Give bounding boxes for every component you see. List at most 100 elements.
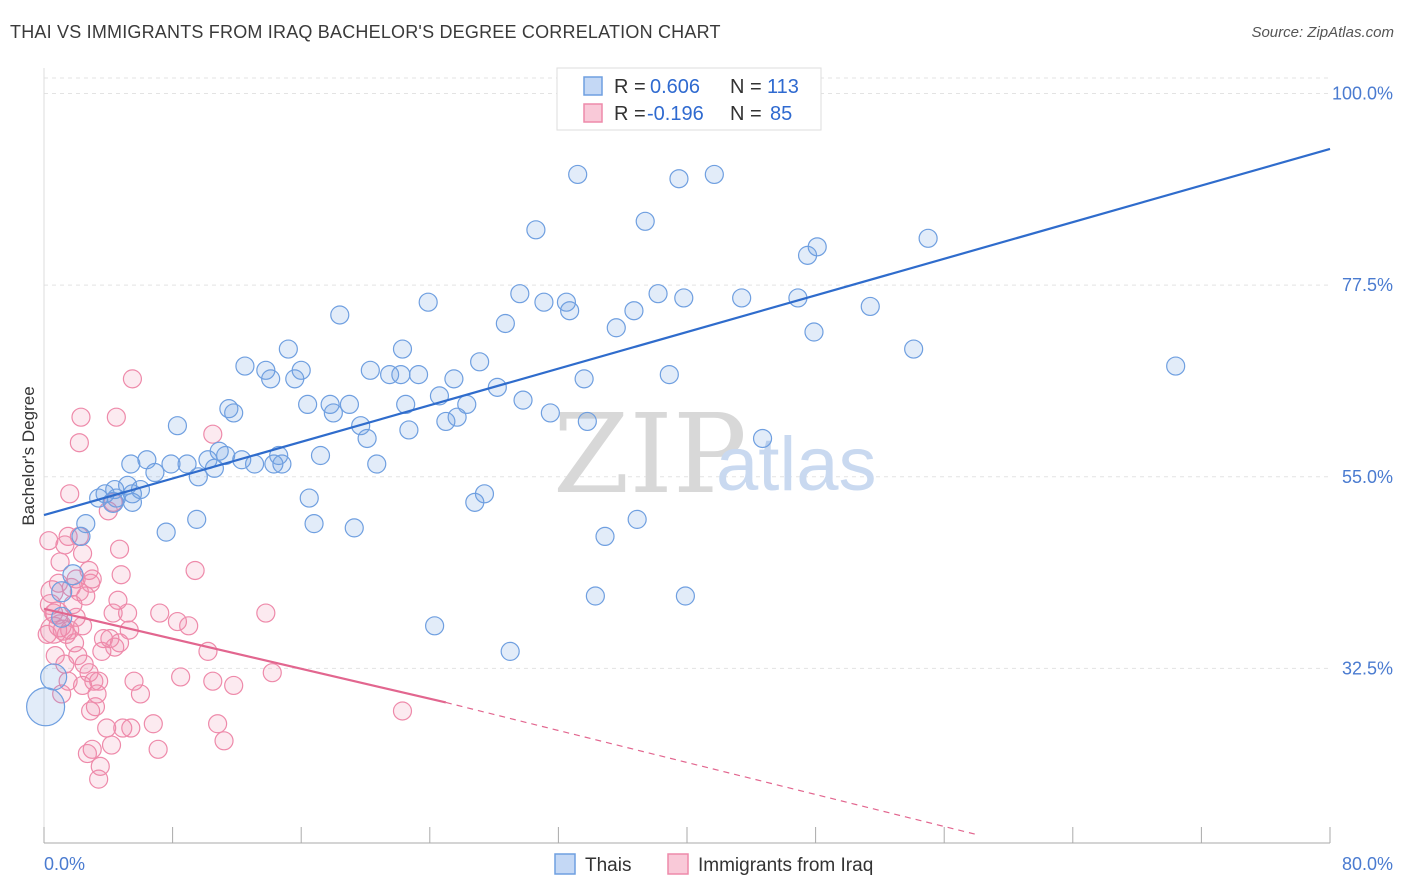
- thai-point: [627, 509, 647, 529]
- thai-point: [635, 211, 655, 231]
- thai-point: [298, 394, 318, 415]
- iraq-point: [63, 594, 83, 615]
- thai-point: [495, 313, 515, 334]
- thai-point: [399, 420, 419, 440]
- y-axis-label: Bachelor's Degree: [19, 386, 38, 525]
- iraq-trend-extension: [445, 701, 977, 836]
- y-tick-label: 32.5%: [1342, 658, 1393, 678]
- thai-point: [487, 377, 507, 397]
- legend: Thais Immigrants from Iraq: [554, 853, 873, 876]
- thai-point: [261, 369, 281, 389]
- thai-point: [156, 522, 176, 542]
- iraq-point: [101, 735, 122, 755]
- thai-point: [585, 586, 605, 606]
- thai-point: [732, 288, 752, 308]
- thai-point: [474, 484, 495, 504]
- iraq-point: [392, 701, 413, 721]
- thai-point: [408, 364, 429, 385]
- thai-point: [534, 292, 554, 312]
- iraq-point: [262, 663, 282, 683]
- x-tick-label-max: 80.0%: [1342, 854, 1393, 874]
- iraq-point: [122, 369, 143, 389]
- iraq-point: [106, 407, 126, 427]
- thai-point: [323, 403, 343, 423]
- thai-point: [367, 454, 387, 474]
- thai-point: [577, 411, 597, 432]
- legend-swatch-thai: [554, 853, 576, 875]
- watermark-zip: ZIP: [553, 390, 747, 518]
- x-tick-label-min: 0.0%: [44, 854, 85, 874]
- stats-n-value-thai: 113: [767, 76, 799, 98]
- iraq-point: [203, 424, 223, 444]
- y-tick-label: 55.0%: [1342, 467, 1393, 487]
- thai-point: [807, 237, 827, 257]
- thai-point: [804, 322, 824, 342]
- thai-point: [310, 445, 331, 466]
- thai-point: [425, 616, 445, 636]
- thai-point: [444, 369, 464, 389]
- thai-point: [752, 428, 773, 449]
- thai-point: [299, 488, 319, 508]
- legend-label-thai: Thais: [585, 855, 631, 876]
- iraq-point: [171, 667, 191, 687]
- thai-point: [669, 169, 689, 189]
- thai-point: [235, 356, 255, 376]
- thai-point: [1166, 356, 1186, 376]
- thai-point: [457, 394, 477, 415]
- stats-n-value-iraq: 85: [770, 103, 792, 125]
- stats-swatch-thai: [583, 76, 603, 96]
- thai-point: [675, 586, 695, 606]
- thai-point: [574, 369, 594, 389]
- thai-point: [272, 454, 292, 474]
- iraq-point: [148, 739, 168, 759]
- y-tick-label: 77.5%: [1342, 275, 1393, 295]
- thai-point: [513, 390, 533, 410]
- legend-label-iraq: Immigrants from Iraq: [698, 855, 873, 876]
- thai-point: [330, 305, 350, 325]
- iraq-point: [72, 543, 93, 564]
- iraq-point: [185, 560, 205, 581]
- iraq-point: [108, 590, 128, 610]
- thai-point: [674, 288, 694, 308]
- source-credit: Source: ZipAtlas.com: [1251, 24, 1394, 41]
- thai-point: [161, 454, 181, 474]
- thai-point: [447, 407, 467, 427]
- thai-point: [418, 292, 438, 312]
- thai-point: [339, 394, 360, 415]
- iraq-point: [111, 565, 131, 585]
- thai-point: [360, 360, 380, 380]
- watermark-atlas: atlas: [716, 422, 877, 507]
- thai-point: [904, 339, 924, 359]
- thai-point: [51, 581, 73, 603]
- y-ticks: 32.5% 55.0% 77.5% 100.0%: [1332, 84, 1393, 679]
- thai-point: [187, 509, 207, 529]
- thai-point: [918, 228, 938, 248]
- iraq-point: [150, 603, 170, 623]
- iraq-point: [214, 731, 234, 751]
- iraq-point: [117, 603, 138, 623]
- thai-point: [304, 514, 324, 534]
- thai-point: [568, 164, 588, 185]
- iraq-point: [109, 539, 130, 559]
- iraq-point: [81, 573, 101, 593]
- thai-point: [396, 394, 416, 415]
- thai-point: [624, 301, 644, 321]
- thai-point: [167, 416, 188, 436]
- thai-point: [62, 564, 84, 586]
- x-ticks: 0.0% 80.0%: [43, 827, 1393, 874]
- thai-point: [391, 364, 411, 385]
- y-tick-label: 100.0%: [1332, 84, 1393, 104]
- thai-point: [291, 360, 311, 380]
- iraq-point: [37, 624, 57, 644]
- iraq-point: [143, 714, 163, 734]
- thai-point: [470, 352, 490, 372]
- iraq-point: [97, 718, 117, 738]
- thai-point: [392, 339, 413, 359]
- stats-n-label-thai: N =: [730, 76, 762, 98]
- iraq-point: [89, 769, 109, 789]
- legend-swatch-iraq: [667, 853, 689, 875]
- thai-point: [76, 514, 96, 534]
- iraq-point: [93, 629, 114, 649]
- thai-trend-line: [43, 147, 1331, 517]
- thai-point: [659, 364, 679, 385]
